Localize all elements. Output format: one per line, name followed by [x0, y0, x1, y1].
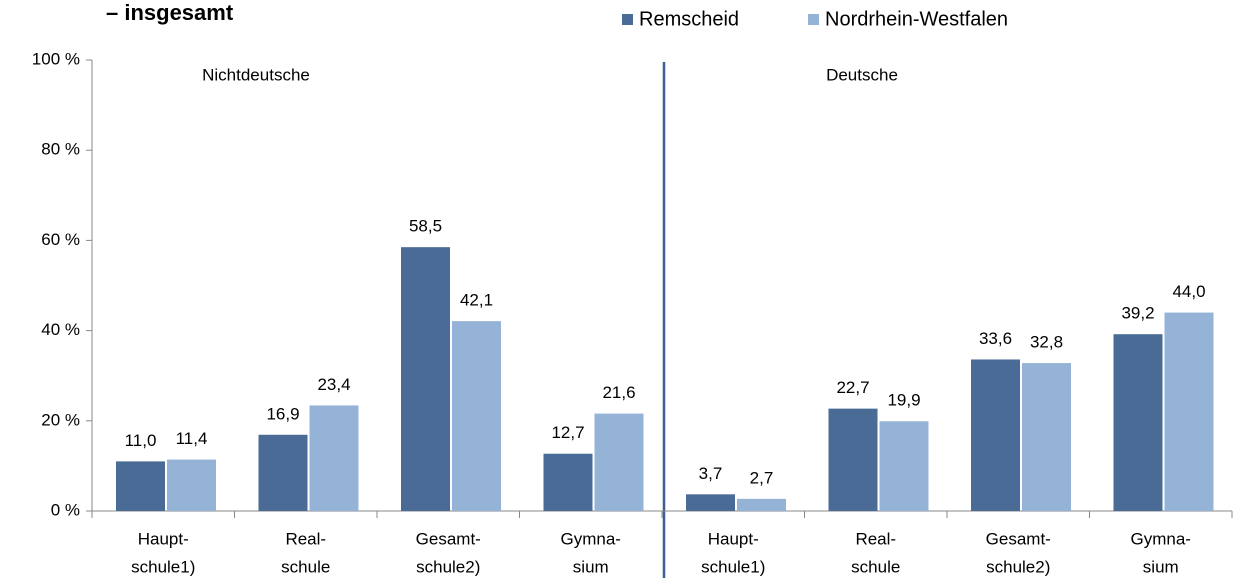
x-tick-label: sium — [1143, 557, 1179, 576]
legend-swatch — [622, 14, 633, 25]
bar — [1113, 334, 1163, 511]
x-tick-label: schule2) — [416, 557, 480, 576]
x-tick-label: Haupt- — [708, 529, 759, 548]
x-tick-label: schule1) — [131, 557, 195, 576]
bar — [1164, 312, 1214, 511]
bar — [167, 459, 216, 511]
legend-text: Nordrhein-Westfalen — [825, 8, 1008, 30]
bar — [309, 405, 359, 511]
value-label: 11,0 — [125, 431, 157, 450]
x-tick-label: Real- — [285, 529, 326, 548]
bar — [879, 421, 929, 511]
bar — [401, 247, 450, 512]
bar — [737, 498, 786, 511]
bar — [828, 408, 878, 511]
value-label: 11,4 — [176, 429, 208, 448]
y-tick-label: 60 % — [41, 230, 80, 249]
bar — [452, 321, 501, 511]
bar — [686, 494, 735, 511]
x-tick-label: Haupt- — [138, 529, 189, 548]
value-label: 42,1 — [460, 291, 493, 310]
y-tick-label: 100 % — [32, 49, 80, 68]
bar — [116, 461, 165, 511]
value-label: 3,7 — [699, 464, 723, 483]
x-tick-label: sium — [573, 557, 609, 576]
bar — [1022, 363, 1071, 511]
bar — [543, 453, 593, 511]
value-label: 33,6 — [979, 329, 1012, 348]
value-label: 2,7 — [750, 468, 774, 487]
chart-title: – insgesamt — [106, 0, 234, 25]
value-label: 21,6 — [602, 383, 635, 402]
y-tick-label: 80 % — [41, 140, 80, 159]
group-annotation: Deutsche — [826, 65, 898, 84]
value-label: 23,4 — [317, 375, 350, 394]
bar — [258, 434, 308, 511]
x-tick-label: Gymna- — [561, 529, 621, 548]
bar — [971, 359, 1020, 511]
value-label: 58,5 — [409, 217, 442, 236]
x-tick-label: schule — [851, 557, 900, 576]
y-tick-label: 0 % — [51, 500, 80, 519]
bar — [594, 413, 644, 511]
x-tick-label: schule1) — [701, 557, 765, 576]
value-label: 44,0 — [1172, 282, 1205, 301]
value-label: 22,7 — [836, 378, 869, 397]
y-tick-label: 40 % — [41, 320, 80, 339]
value-label: 19,9 — [887, 391, 920, 410]
x-tick-label: Gymna- — [1131, 529, 1191, 548]
value-label: 32,8 — [1030, 333, 1063, 352]
x-tick-label: Gesamt- — [986, 529, 1051, 548]
group-annotation: Nichtdeutsche — [202, 65, 310, 84]
x-tick-label: Real- — [855, 529, 896, 548]
legend-swatch — [808, 14, 819, 25]
x-tick-label: schule — [281, 557, 330, 576]
value-label: 16,9 — [266, 404, 299, 423]
value-label: 39,2 — [1121, 304, 1154, 323]
x-tick-label: Gesamt- — [416, 529, 481, 548]
x-tick-label: schule2) — [986, 557, 1050, 576]
y-tick-label: 20 % — [41, 410, 80, 429]
value-label: 12,7 — [551, 423, 584, 442]
legend-text: Remscheid — [639, 8, 739, 30]
